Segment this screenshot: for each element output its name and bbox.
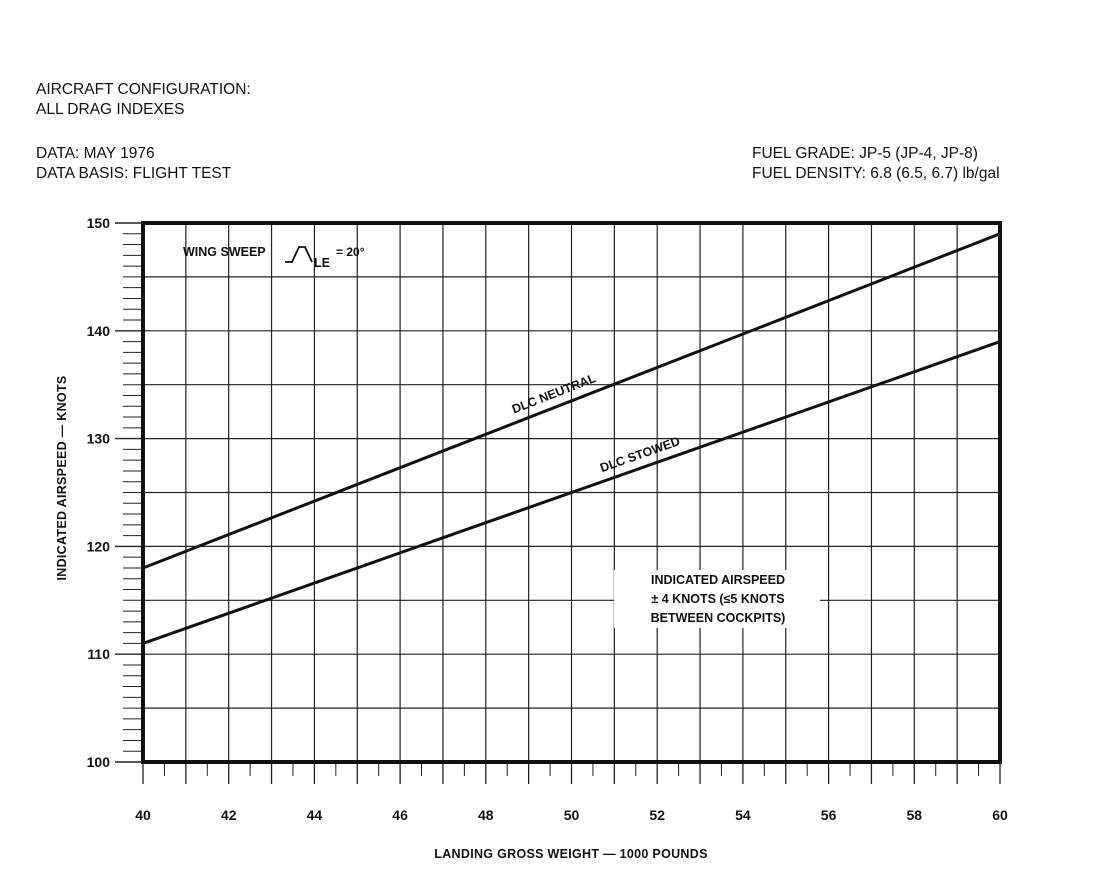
x-tick-labels: 40 42 44 46 48 50 52 54 56 58 60 <box>135 807 1008 823</box>
wing-sweep-text: WING SWEEP <box>183 245 266 259</box>
chart-grid <box>143 223 1000 762</box>
wing-sweep-value: = 20° <box>336 245 365 259</box>
series-line-dlc-stowed <box>142 340 1001 645</box>
config-line-1: AIRCRAFT CONFIGURATION: <box>36 81 251 98</box>
x-tick-label: 54 <box>735 807 751 823</box>
data-basis-line: DATA BASIS: FLIGHT TEST <box>36 165 232 182</box>
y-tick-labels: 100 110 120 130 140 150 <box>87 215 111 770</box>
x-tick-label: 50 <box>564 807 580 823</box>
y-tick-label: 120 <box>87 538 111 554</box>
minor-tick-marks <box>115 222 1001 784</box>
series-lines <box>142 232 1001 645</box>
fuel-grade-line: FUEL GRADE: JP-5 (JP-4, JP-8) <box>752 145 978 162</box>
series-line-dlc-neutral <box>142 232 1001 570</box>
plot-frame <box>141 221 1002 764</box>
x-tick-label: 58 <box>907 807 923 823</box>
accuracy-note-background <box>614 570 820 628</box>
y-axis-label: INDICATED AIRSPEED — KNOTS <box>55 375 69 580</box>
x-tick-label: 52 <box>649 807 665 823</box>
x-tick-label: 56 <box>821 807 837 823</box>
y-tick-label: 100 <box>87 754 111 770</box>
x-tick-label: 40 <box>135 807 151 823</box>
x-tick-label: 48 <box>478 807 494 823</box>
wing-sweep-annotation: WING SWEEP LE = 20° <box>183 245 365 270</box>
x-axis-label: LANDING GROSS WEIGHT — 1000 POUNDS <box>434 847 707 861</box>
x-tick-label: 46 <box>392 807 408 823</box>
accuracy-note-line-1: INDICATED AIRSPEED <box>651 573 785 587</box>
fuel-density-line: FUEL DENSITY: 6.8 (6.5, 6.7) lb/gal <box>752 165 1000 182</box>
series-label-dlc-neutral: DLC NEUTRAL <box>510 371 598 416</box>
y-tick-label: 150 <box>87 215 111 231</box>
y-tick-label: 140 <box>87 323 111 339</box>
x-tick-label: 42 <box>221 807 237 823</box>
x-tick-label: 60 <box>992 807 1008 823</box>
sweep-angle-symbol-icon <box>285 246 313 263</box>
accuracy-note-line-2: ± 4 KNOTS (≤5 KNOTS <box>651 592 784 606</box>
wing-sweep-subscript: LE <box>314 256 330 270</box>
y-tick-label: 110 <box>87 646 110 662</box>
x-tick-label: 44 <box>307 807 323 823</box>
y-tick-label: 130 <box>87 431 111 447</box>
config-line-2: ALL DRAG INDEXES <box>36 101 185 118</box>
accuracy-note-line-3: BETWEEN COCKPITS) <box>651 611 786 625</box>
data-date-line: DATA: MAY 1976 <box>36 145 155 162</box>
